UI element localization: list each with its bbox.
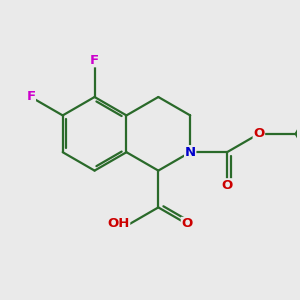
Text: O: O [253,127,265,140]
Text: F: F [26,91,35,103]
Text: F: F [90,54,99,67]
Text: OH: OH [107,218,130,230]
Text: N: N [184,146,196,159]
Text: O: O [182,218,193,230]
Text: O: O [221,179,233,192]
